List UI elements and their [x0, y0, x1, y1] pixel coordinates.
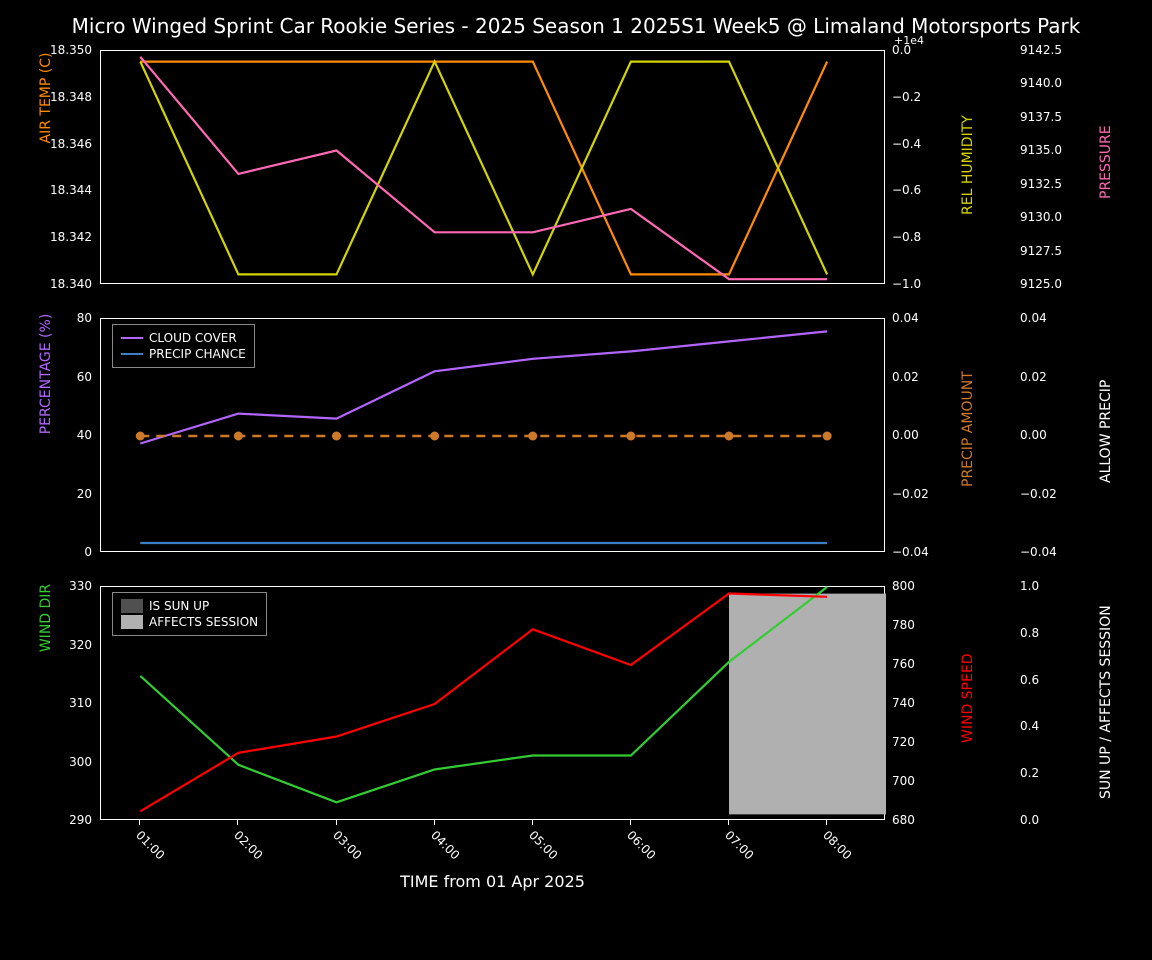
ylabel-left-1: AIR TEMP (C) — [38, 0, 54, 215]
xtick: 08:00 — [820, 828, 854, 862]
ytick-r2: 0.2 — [1020, 766, 1039, 780]
xtick: 03:00 — [330, 828, 364, 862]
ytick-r1: 0.00 — [892, 428, 919, 442]
ytick-r1: −1.0 — [892, 277, 921, 291]
chart-title: Micro Winged Sprint Car Rookie Series - … — [0, 14, 1152, 38]
ylabel-r1-2: PRECIP AMOUNT — [960, 371, 976, 487]
exp-label: +1e4 — [894, 34, 924, 47]
ytick-r1: −0.2 — [892, 90, 921, 104]
ytick-r1: −0.6 — [892, 183, 921, 197]
ytick-r1: 800 — [892, 579, 915, 593]
xtick: 06:00 — [624, 828, 658, 862]
panel-svg-1 — [101, 51, 886, 285]
ylabel-left-3: WIND DIR — [38, 501, 54, 735]
xtick: 05:00 — [526, 828, 560, 862]
ytick-r1: 720 — [892, 735, 915, 749]
ytick-r2: 0.4 — [1020, 719, 1039, 733]
legend-item: CLOUD COVER — [149, 331, 237, 345]
legend-item: AFFECTS SESSION — [149, 615, 258, 629]
ylabel-r1-1: REL HUMIDITY — [960, 115, 976, 215]
xtick: 04:00 — [428, 828, 462, 862]
ytick-r2: −0.04 — [1020, 545, 1057, 559]
ytick-r2: −0.02 — [1020, 487, 1057, 501]
ytick-r2: 9127.5 — [1020, 244, 1062, 258]
ytick-r1: 700 — [892, 774, 915, 788]
ytick-r2: 0.8 — [1020, 626, 1039, 640]
ytick-r2: 9125.0 — [1020, 277, 1062, 291]
xtick: 01:00 — [133, 828, 167, 862]
ytick-r1: −0.8 — [892, 230, 921, 244]
legend-panel2: CLOUD COVER PRECIP CHANCE — [112, 324, 255, 368]
ytick-r2: 0.0 — [1020, 813, 1039, 827]
legend-item: PRECIP CHANCE — [149, 347, 246, 361]
ytick-r1: 740 — [892, 696, 915, 710]
ylabel-r2-3: SUN UP / AFFECTS SESSION — [1098, 605, 1114, 799]
ytick-r1: 760 — [892, 657, 915, 671]
legend-item: IS SUN UP — [149, 599, 209, 613]
ytick-r2: 9130.0 — [1020, 210, 1062, 224]
ytick-r2: 9140.0 — [1020, 76, 1062, 90]
xtick: 07:00 — [722, 828, 756, 862]
ytick-r1: 780 — [892, 618, 915, 632]
x-axis-label: TIME from 01 Apr 2025 — [100, 872, 885, 891]
ytick-r2: 0.00 — [1020, 428, 1047, 442]
ylabel-left-2: PERCENTAGE (%) — [38, 257, 54, 491]
ytick-r1: −0.4 — [892, 137, 921, 151]
ytick-r1: 0.02 — [892, 370, 919, 384]
ytick-r2: 0.02 — [1020, 370, 1047, 384]
legend-panel3: IS SUN UP AFFECTS SESSION — [112, 592, 267, 636]
ylabel-r2-2: ALLOW PRECIP — [1098, 380, 1114, 483]
ytick-r1: 680 — [892, 813, 915, 827]
ytick-r2: 1.0 — [1020, 579, 1039, 593]
ytick-r2: 9137.5 — [1020, 110, 1062, 124]
panel-1 — [100, 50, 885, 284]
ytick-r2: 0.04 — [1020, 311, 1047, 325]
ytick-r2: 9135.0 — [1020, 143, 1062, 157]
ytick-r1: −0.02 — [892, 487, 929, 501]
ylabel-r1-3: WIND SPEED — [960, 654, 976, 743]
ytick-r2: 0.6 — [1020, 673, 1039, 687]
ytick-r2: 9142.5 — [1020, 43, 1062, 57]
ytick-r1: −0.04 — [892, 545, 929, 559]
xtick: 02:00 — [231, 828, 265, 862]
ytick-r1: 0.04 — [892, 311, 919, 325]
ylabel-r2-1: PRESSURE — [1098, 125, 1114, 199]
chart-root: Micro Winged Sprint Car Rookie Series - … — [0, 0, 1152, 960]
ytick-r2: 9132.5 — [1020, 177, 1062, 191]
